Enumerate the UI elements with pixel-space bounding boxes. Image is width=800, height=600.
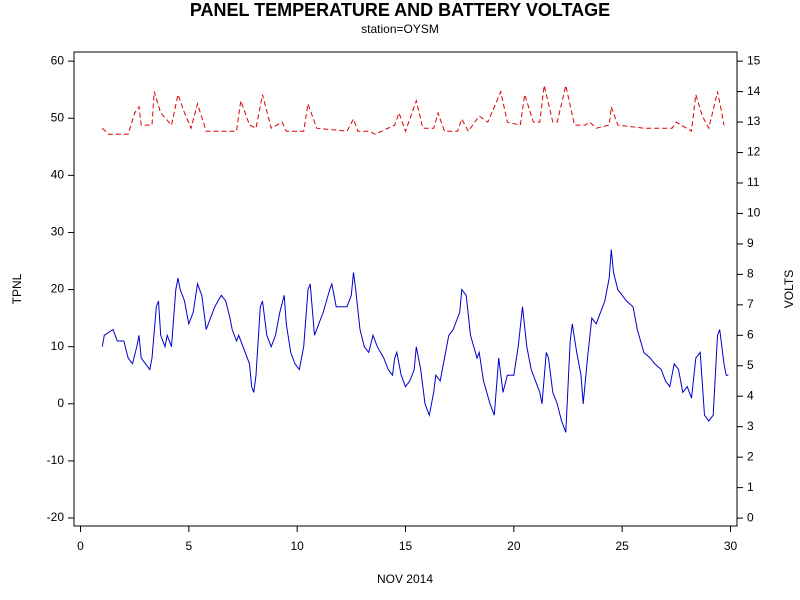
y-tick-label: 10 (51, 339, 65, 353)
y2-tick-label: 3 (747, 419, 754, 433)
y2-tick-label: 9 (747, 236, 754, 250)
x-tick-label: 5 (185, 539, 192, 553)
y2-tick-label: 5 (747, 358, 754, 372)
y-tick-label: 0 (57, 396, 64, 410)
x-tick-label: 15 (399, 539, 413, 553)
y-tick-label: 20 (51, 282, 65, 296)
y-axis-label: TPNL (10, 273, 24, 304)
y-tick-label: 50 (51, 110, 65, 124)
data-line (101, 85, 725, 135)
x-tick-label: 25 (615, 539, 629, 553)
y2-tick-label: 13 (747, 114, 761, 128)
y2-axis-label: VOLTS (782, 270, 796, 308)
y-tick-label: 60 (51, 53, 65, 67)
y2-tick-label: 12 (747, 145, 761, 159)
y2-tick-label: 0 (747, 510, 754, 524)
plot-frame (73, 51, 738, 527)
y2-tick-label: 6 (747, 327, 754, 341)
x-axis-label: NOV 2014 (377, 572, 433, 586)
chart-title: PANEL TEMPERATURE AND BATTERY VOLTAGE (190, 0, 610, 20)
y2-tick-label: 4 (747, 388, 754, 402)
y2-tick-label: 11 (747, 175, 760, 189)
y-tick-label: 40 (51, 168, 65, 182)
y2-tick-label: 10 (747, 206, 761, 220)
y2-tick-label: 15 (747, 53, 761, 67)
y-tick-label: -10 (47, 453, 65, 467)
y2-tick-label: 1 (747, 480, 754, 494)
x-tick-label: 30 (724, 539, 738, 553)
y2-tick-label: 2 (747, 449, 754, 463)
y2-tick-label: 8 (747, 267, 754, 281)
chart-subtitle: station=OYSM (361, 22, 439, 36)
x-tick-label: 10 (290, 539, 304, 553)
data-line (101, 249, 729, 433)
x-tick-label: 0 (77, 539, 84, 553)
y2-tick-label: 7 (747, 297, 754, 311)
x-tick-label: 20 (507, 539, 521, 553)
y-tick-label: 30 (51, 225, 65, 239)
y2-tick-label: 14 (747, 84, 761, 98)
y-tick-label: -20 (47, 510, 65, 524)
